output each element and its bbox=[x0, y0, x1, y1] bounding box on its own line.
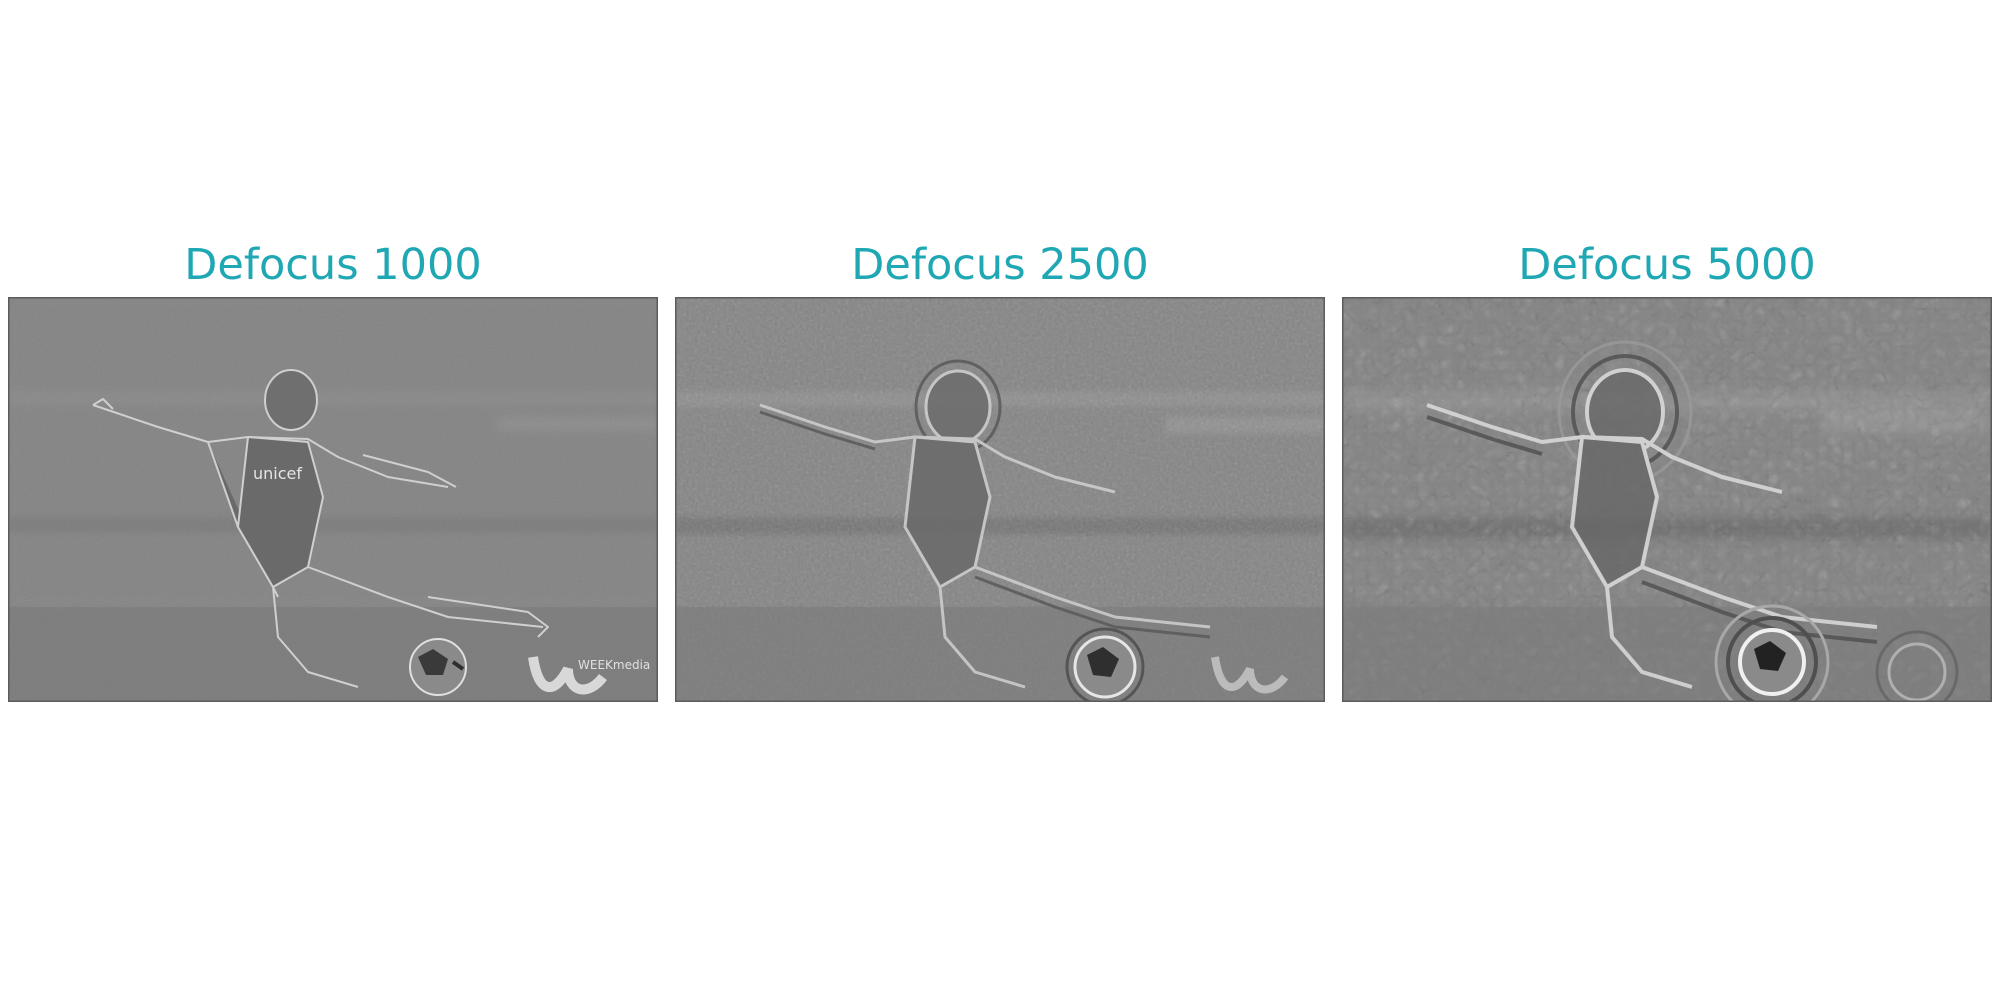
jersey-sponsor-text: unicef bbox=[253, 464, 302, 483]
watermark-logo-icon bbox=[528, 656, 607, 695]
watermark-text: WEEKmedia bbox=[578, 658, 650, 672]
panel-title-defocus-5000: Defocus 5000 bbox=[1518, 240, 1816, 290]
defocus-5000-image bbox=[1342, 297, 1992, 702]
panel-title-defocus-2500: Defocus 2500 bbox=[851, 240, 1149, 290]
panel-title-defocus-1000: Defocus 1000 bbox=[184, 240, 482, 290]
defocus-2500-image bbox=[675, 297, 1325, 702]
defocus-1000-image: unicef WEEKmedia bbox=[8, 297, 658, 702]
